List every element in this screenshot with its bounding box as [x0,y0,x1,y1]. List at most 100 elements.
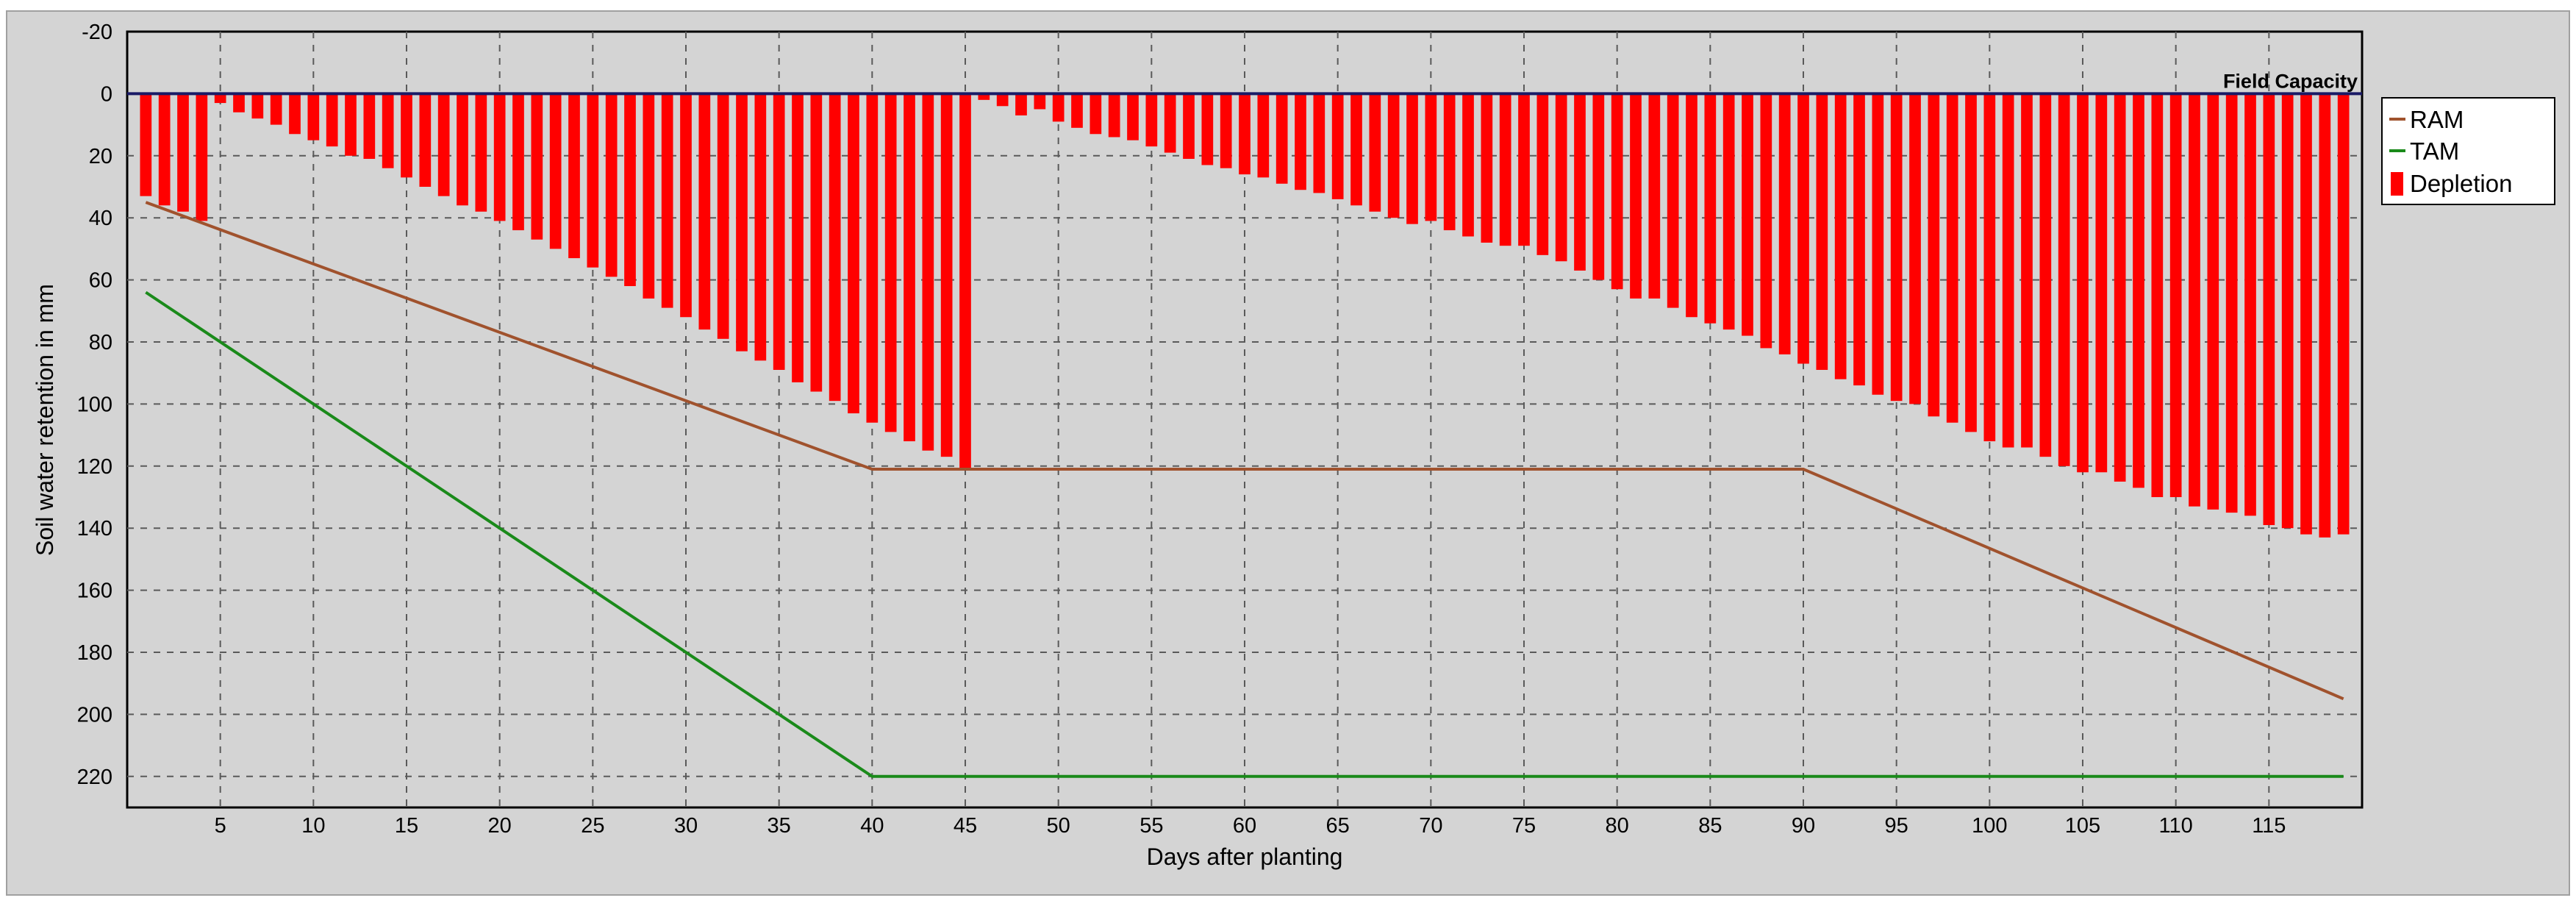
depletion-bar [326,93,338,147]
depletion-bar [1909,93,1921,404]
depletion-bar [363,93,376,160]
depletion-bar [1611,93,1623,290]
depletion-bar [1853,93,1865,386]
depletion-bar [829,93,841,402]
depletion-bar [2281,93,2294,529]
depletion-bar [1667,93,1679,308]
x-tick-label: 110 [2159,814,2193,838]
depletion-bar [140,93,152,196]
depletion-bar [810,93,823,392]
depletion-bar [922,93,934,451]
legend-depletion-swatch [2391,172,2403,196]
depletion-bar [1760,93,1772,349]
depletion-bar [605,93,618,277]
depletion-bar [2114,93,2126,482]
x-tick-label: 90 [1792,814,1815,838]
depletion-bar [1313,93,1325,193]
depletion-bar [1778,93,1791,354]
depletion-bar [904,93,915,442]
depletion-bar [1127,93,1139,140]
depletion-bar [1742,93,1753,336]
water-lines [145,201,2344,778]
depletion-bar [1686,93,1697,318]
x-tick-label: 65 [1326,814,1350,838]
depletion-bar [2002,93,2014,448]
x-axis-ticks: 5 10 15 20 25 30 35 40 45 50 55 60 65 70 75 80 85 90 95 100… [215,814,2286,838]
depletion-bar [996,93,1009,107]
depletion-bar [773,93,785,370]
depletion-bar [1890,93,1903,402]
depletion-bar [2263,93,2275,525]
depletion-bar [2039,93,2052,457]
depletion-bar [2300,93,2312,535]
depletion-bar [1239,93,1251,175]
depletion-bar [196,93,208,221]
depletion-bar [382,93,394,168]
depletion-bar [2077,93,2089,473]
depletion-bar [1816,93,1828,370]
depletion-bar [475,93,487,212]
x-tick-label: 75 [1512,814,1536,838]
x-tick-label: 45 [954,814,977,838]
depletion-bar [978,93,990,100]
x-tick-label: 20 [488,814,512,838]
x-tick-label: 55 [1139,814,1163,838]
y-tick-label: 80 [89,331,112,354]
y-tick-label: 120 [77,455,112,479]
x-tick-label: 50 [1047,814,1070,838]
depletion-bar [661,93,673,308]
y-tick-label: 0 [101,82,112,106]
y-tick-label: 20 [89,145,112,168]
depletion-bar [214,93,226,104]
legend-box [2381,97,2555,205]
depletion-bar [158,93,171,206]
x-tick-label: 70 [1419,814,1442,838]
depletion-bar [1965,93,1977,432]
depletion-bar [959,93,971,470]
depletion-bar [1481,93,1493,243]
depletion-bar [1183,93,1195,160]
x-tick-label: 85 [1698,814,1722,838]
depletion-bar [2095,93,2108,473]
depletion-bar [1145,93,1158,147]
depletion-bar [1425,93,1437,221]
y-tick-label: 40 [89,207,112,230]
depletion-bar [1276,93,1288,184]
depletion-bar [307,93,320,140]
depletion-bar [2337,93,2350,535]
depletion-bar [1443,93,1456,231]
depletion-bar [457,93,468,206]
depletion-bar [717,93,729,339]
depletion-bar [437,93,450,196]
depletion-bar [568,93,580,259]
depletion-bar [1574,93,1586,271]
depletion-bar [1722,93,1735,330]
depletion-bar [2133,93,2144,488]
depletion-bar [1387,93,1400,218]
depletion-bar [1928,93,1940,417]
y-tick-label: -20 [82,21,112,44]
x-tick-label: 115 [2252,814,2286,838]
depletion-bar [1034,93,1046,110]
depletion-bar [1052,93,1065,122]
depletion-bar [1592,93,1605,280]
x-tick-label: 100 [1972,814,2007,838]
depletion-bar [345,93,357,156]
depletion-bar [270,93,282,125]
depletion-bar [2207,93,2219,510]
depletion-bar [2319,93,2331,538]
depletion-bar [1983,93,1996,442]
depletion-bar [2169,93,2182,497]
depletion-bar [289,93,301,135]
depletion-bar [940,93,953,457]
y-axis-ticks: -20 0 20 40 60 80 100 120 140 160 180 200 220 [77,21,112,789]
depletion-bar [2058,93,2070,466]
depletion-bar [866,93,879,423]
x-axis-title: Days after planting [1147,843,1343,870]
ram-line [145,201,2344,701]
x-tick-label: 105 [2065,814,2100,838]
y-tick-label: 220 [77,766,112,789]
y-tick-label: 60 [89,269,112,293]
depletion-bar [2151,93,2164,497]
depletion-bar [2225,93,2238,513]
